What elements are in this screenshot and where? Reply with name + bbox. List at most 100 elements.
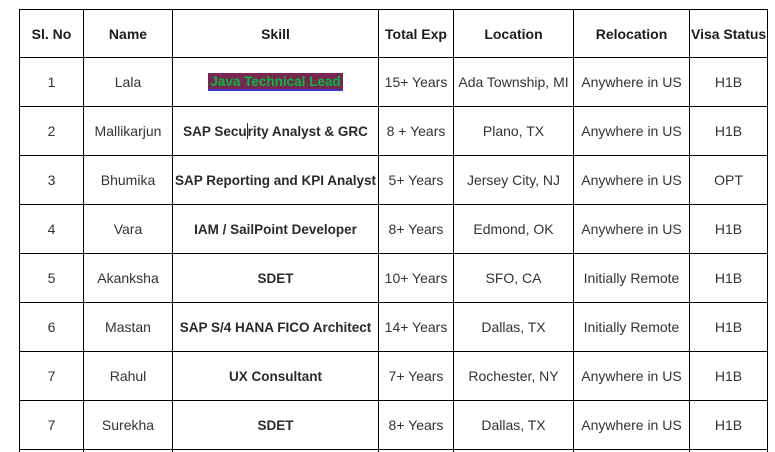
header-cell-skill[interactable]: Skill [172, 9, 379, 58]
cell-text: Rochester, NY [468, 368, 559, 384]
header-cell-name[interactable]: Name [83, 9, 173, 58]
cell-text: H1B [714, 270, 743, 286]
cell-sl-no[interactable]: 4 [19, 204, 84, 254]
header-cell-visa-status[interactable]: Visa Status [689, 9, 768, 58]
cell-skill[interactable]: SDET [172, 400, 379, 450]
table-row: 6 Mastan SAP S/4 HANA FICO Architect 14+ Ye… [19, 302, 768, 352]
cell-sl-no[interactable]: 3 [19, 155, 84, 205]
cell-text: Initially Remote [583, 319, 680, 335]
cell-location[interactable]: Plano, TX [453, 106, 574, 156]
cell-relocation[interactable]: Initially Remote [573, 302, 690, 352]
cell-text: Mastan [105, 319, 151, 335]
header-cell-sl-no[interactable]: Sl. No [19, 9, 84, 58]
cell-visa-status[interactable]: H1B [689, 253, 768, 303]
cell-visa-status[interactable]: H1B [689, 400, 768, 450]
cell-name[interactable]: Akanksha [83, 253, 173, 303]
cell-text: 3 [47, 172, 56, 188]
cell-text: H1B [714, 417, 743, 433]
cell-text: Initially Remote [583, 270, 680, 286]
cell-skill[interactable]: SAP Reporting and KPI Analyst [172, 155, 379, 205]
cell-text: Mallikarjun [94, 123, 162, 139]
cell-location[interactable]: Dallas, TX [453, 302, 574, 352]
cell-skill[interactable]: Java Technical Lead [172, 57, 379, 107]
cell-empty[interactable] [689, 449, 768, 452]
cell-text: 7 [47, 417, 56, 433]
cell-relocation[interactable]: Anywhere in US [573, 400, 690, 450]
cell-name[interactable]: Rahul [83, 351, 173, 401]
cell-text: Jersey City, NJ [466, 172, 561, 188]
table-row: 2 Mallikarjun SAP Security Analyst & GRC 8 … [19, 106, 768, 156]
cell-visa-status[interactable]: H1B [689, 204, 768, 254]
cell-relocation[interactable]: Anywhere in US [573, 351, 690, 401]
cell-visa-status[interactable]: OPT [689, 155, 768, 205]
cell-text: 5+ Years [388, 172, 444, 188]
cell-text: Rahul [109, 368, 147, 384]
cell-skill[interactable]: IAM / SailPoint Developer [172, 204, 379, 254]
cell-total-exp[interactable]: 8+ Years [378, 400, 454, 450]
cell-sl-no[interactable]: 7 [19, 400, 84, 450]
cell-name[interactable]: Bhumika [83, 155, 173, 205]
cell-total-exp[interactable]: 8 + Years [378, 106, 454, 156]
cell-text: 15+ Years [384, 74, 448, 90]
cell-relocation[interactable]: Anywhere in US [573, 155, 690, 205]
cell-relocation[interactable]: Anywhere in US [573, 204, 690, 254]
cell-skill[interactable]: SAP Security Analyst & GRC [172, 106, 379, 156]
cell-name[interactable]: Mallikarjun [83, 106, 173, 156]
cell-location[interactable]: SFO, CA [453, 253, 574, 303]
cell-text: Java Technical Lead [208, 73, 343, 91]
cell-total-exp[interactable]: 7+ Years [378, 351, 454, 401]
header-row: Sl. No Name Skill Total Exp Location Relocati… [19, 9, 768, 58]
cell-visa-status[interactable]: H1B [689, 351, 768, 401]
cell-name[interactable]: Vara [83, 204, 173, 254]
cell-location[interactable]: Ada Township, MI [453, 57, 574, 107]
cell-location[interactable]: Dallas, TX [453, 400, 574, 450]
cell-location[interactable]: Rochester, NY [453, 351, 574, 401]
cell-text: 2 [47, 123, 56, 139]
cell-sl-no[interactable]: 5 [19, 253, 84, 303]
cell-text: 8+ Years [388, 417, 444, 433]
cell-sl-no[interactable]: 1 [19, 57, 84, 107]
cell-total-exp[interactable]: 15+ Years [378, 57, 454, 107]
cell-visa-status[interactable]: H1B [689, 57, 768, 107]
cell-total-exp[interactable]: 10+ Years [378, 253, 454, 303]
cell-sl-no[interactable]: 7 [19, 351, 84, 401]
cell-text-after-cursor: rity Analyst & GRC [247, 124, 368, 139]
cell-visa-status[interactable]: H1B [689, 302, 768, 352]
cell-skill[interactable]: SDET [172, 253, 379, 303]
text-cursor [246, 123, 248, 139]
cell-total-exp[interactable]: 14+ Years [378, 302, 454, 352]
cell-text: SAP S/4 HANA FICO Architect [179, 319, 372, 335]
cell-sl-no[interactable]: 6 [19, 302, 84, 352]
cell-text: Vara [113, 221, 143, 237]
cell-relocation[interactable]: Initially Remote [573, 253, 690, 303]
cell-text: IAM / SailPoint Developer [194, 221, 357, 237]
cell-name[interactable]: Mastan [83, 302, 173, 352]
header-cell-total-exp[interactable]: Total Exp [378, 9, 454, 58]
cell-total-exp[interactable]: 5+ Years [378, 155, 454, 205]
cell-text: Anywhere in US [581, 123, 682, 139]
cell-text: 14+ Years [384, 319, 448, 335]
cell-location[interactable]: Jersey City, NJ [453, 155, 574, 205]
cell-text: H1B [714, 74, 743, 90]
cell-sl-no[interactable]: 2 [19, 106, 84, 156]
cell-name[interactable]: Lala [83, 57, 173, 107]
cell-text: 1 [47, 74, 56, 90]
cell-text: Ada Township, MI [458, 74, 569, 90]
cell-text: UX Consultant [229, 368, 322, 384]
table-row: 3 Bhumika SAP Reporting and KPI Analyst 5+ … [19, 155, 768, 205]
header-cell-relocation[interactable]: Relocation [573, 9, 690, 58]
cell-relocation[interactable]: Anywhere in US [573, 106, 690, 156]
cell-text: SDET [257, 270, 294, 286]
cell-name[interactable]: Surekha [83, 400, 173, 450]
cell-text: H1B [714, 221, 743, 237]
cell-location[interactable]: Edmond, OK [453, 204, 574, 254]
cell-visa-status[interactable]: H1B [689, 106, 768, 156]
header-cell-location[interactable]: Location [453, 9, 574, 58]
cell-relocation[interactable]: Anywhere in US [573, 57, 690, 107]
cell-total-exp[interactable]: 8+ Years [378, 204, 454, 254]
cell-skill[interactable]: SAP S/4 HANA FICO Architect [172, 302, 379, 352]
cell-text: Bhumika [100, 172, 156, 188]
cell-skill[interactable]: UX Consultant [172, 351, 379, 401]
cell-text: 6 [47, 319, 56, 335]
